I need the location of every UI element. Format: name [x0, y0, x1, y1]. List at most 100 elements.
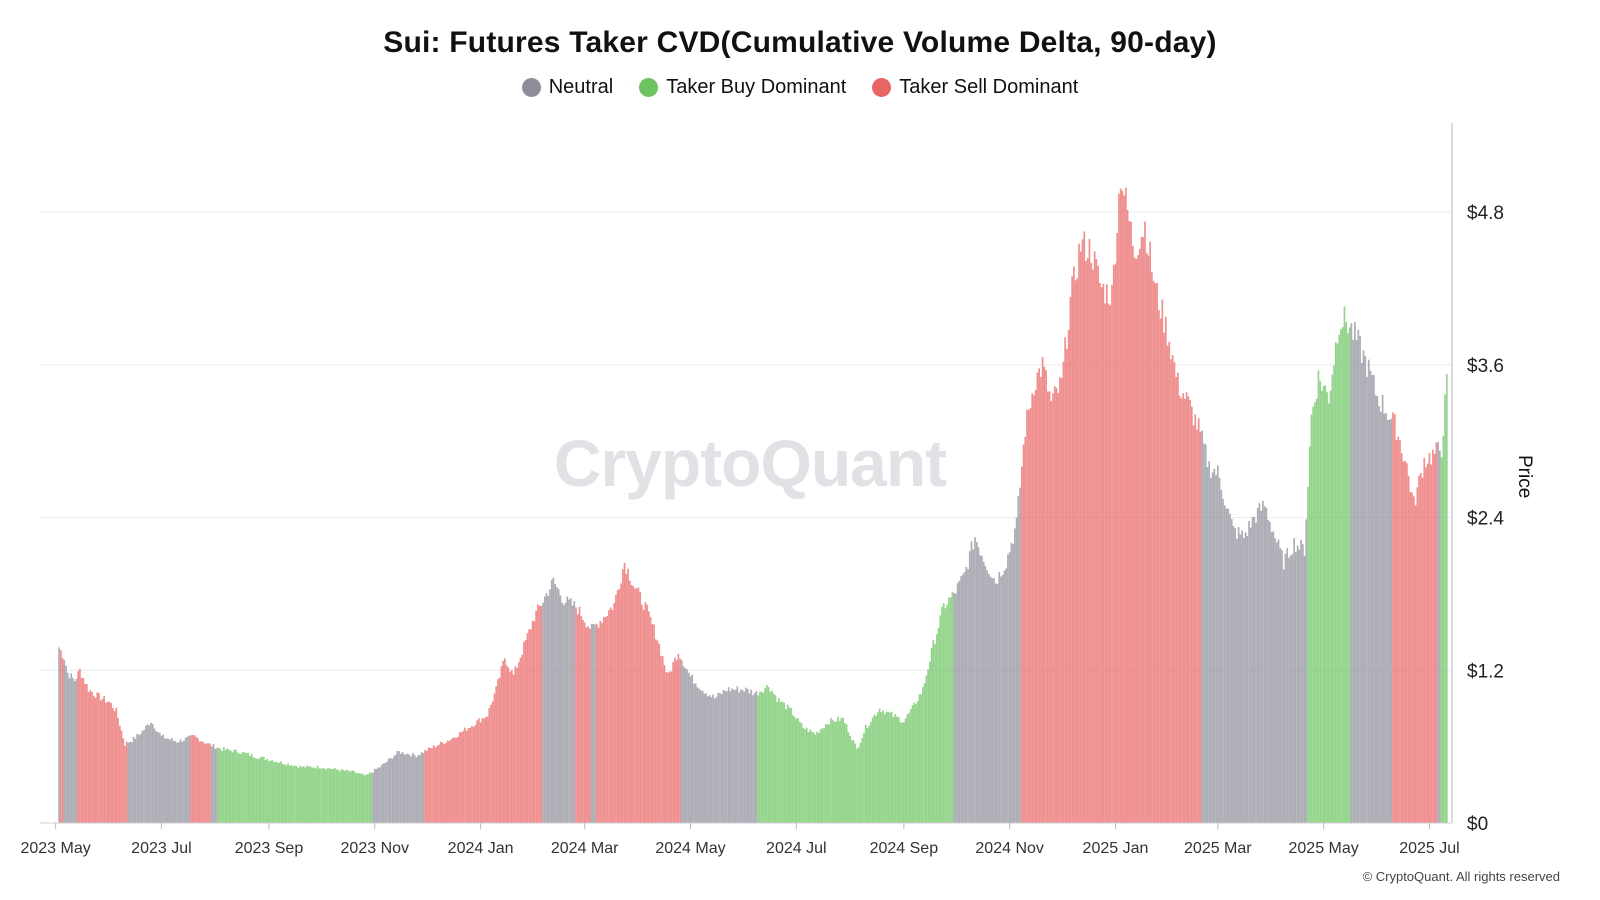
- price-bar: [252, 757, 255, 823]
- price-bar: [771, 690, 773, 823]
- price-bar: [1197, 418, 1200, 823]
- price-bar: [1022, 444, 1025, 823]
- price-bar: [653, 624, 655, 823]
- price-bar: [656, 640, 659, 823]
- x-tick-label: 2024 Jan: [448, 840, 514, 857]
- price-bar: [63, 660, 66, 823]
- price-bar: [602, 617, 605, 823]
- price-bar: [984, 566, 987, 823]
- price-bar: [687, 672, 690, 823]
- legend-item-taker-buy[interactable]: Taker Buy Dominant: [639, 76, 846, 99]
- price-bar: [592, 624, 595, 823]
- price-bar: [887, 711, 890, 823]
- price-bar: [833, 721, 836, 823]
- price-bar: [1024, 436, 1027, 823]
- price-bar: [464, 727, 466, 823]
- price-bar: [353, 770, 355, 823]
- price-bar: [1327, 403, 1330, 823]
- price-bar: [1378, 406, 1380, 823]
- price-bar: [1019, 487, 1021, 823]
- price-bar: [965, 567, 968, 823]
- price-bar: [587, 626, 589, 823]
- price-bar: [1038, 368, 1040, 823]
- price-bar: [1274, 538, 1276, 823]
- chart-title: Sui: Futures Taker CVD(Cumulative Volume…: [383, 26, 1217, 59]
- price-bar: [571, 605, 574, 823]
- price-bar: [628, 580, 631, 823]
- price-bar: [634, 588, 636, 823]
- price-bar: [644, 602, 647, 823]
- price-bar: [1107, 303, 1110, 823]
- price-bar: [1007, 554, 1009, 823]
- price-bar: [340, 769, 343, 823]
- price-bar: [812, 732, 815, 823]
- price-bar: [1071, 276, 1073, 823]
- price-bar: [1053, 386, 1056, 823]
- price-bar: [611, 609, 614, 823]
- price-bar: [901, 722, 903, 823]
- price-bar: [70, 673, 73, 823]
- price-bar: [1418, 475, 1420, 823]
- price-bar: [1189, 399, 1191, 823]
- price-bar: [948, 597, 950, 823]
- legend-item-neutral[interactable]: Neutral: [521, 76, 613, 99]
- price-bar: [875, 715, 877, 823]
- price-bar: [124, 745, 126, 823]
- price-bar: [96, 692, 99, 823]
- price-bar: [1362, 350, 1365, 823]
- price-bar: [1008, 552, 1011, 823]
- price-bar: [703, 693, 706, 823]
- price-bar: [1121, 190, 1124, 824]
- y-tick-label: $0: [1467, 814, 1488, 835]
- legend-item-taker-sell[interactable]: Taker Sell Dominant: [872, 76, 1078, 99]
- price-bar: [646, 604, 648, 823]
- price-bar: [1232, 526, 1235, 823]
- x-tick-label: 2024 Sep: [870, 840, 939, 857]
- price-bar: [896, 716, 898, 823]
- price-bar: [1383, 413, 1386, 823]
- price-bar: [106, 701, 109, 823]
- price-bar: [1236, 538, 1238, 823]
- price-bar: [1308, 446, 1311, 823]
- price-bar: [1249, 527, 1252, 823]
- price-bar: [408, 754, 411, 823]
- price-bar: [179, 739, 182, 823]
- price-bar: [1406, 463, 1408, 823]
- price-bar: [365, 774, 367, 823]
- price-bar: [935, 634, 938, 823]
- price-bar: [99, 700, 102, 823]
- price-bar: [554, 583, 557, 823]
- price-bar: [320, 768, 322, 823]
- price-bar: [1322, 385, 1325, 823]
- price-bar: [249, 755, 251, 823]
- price-bar: [122, 738, 125, 823]
- price-bar: [648, 611, 650, 823]
- price-bar: [1133, 257, 1136, 823]
- price-bar: [221, 751, 223, 823]
- price-bar: [883, 714, 886, 823]
- price-bar: [415, 757, 418, 823]
- price-bar: [1242, 538, 1245, 823]
- price-bar: [1312, 406, 1315, 823]
- price-bar: [478, 718, 480, 823]
- price-bar: [424, 750, 426, 823]
- price-bar: [955, 593, 957, 823]
- price-bar: [531, 620, 534, 823]
- price-bar: [772, 693, 775, 823]
- price-bar: [245, 753, 248, 823]
- price-bar: [1161, 299, 1164, 824]
- price-bar: [1029, 408, 1032, 823]
- price-bar: [517, 662, 520, 823]
- price-bar: [802, 728, 805, 823]
- price-bar: [108, 701, 111, 823]
- price-bar: [798, 721, 801, 823]
- price-bar: [268, 761, 270, 823]
- price-bar: [1204, 444, 1207, 823]
- price-bar: [327, 767, 329, 823]
- price-bar: [1045, 370, 1047, 823]
- price-bar: [160, 735, 163, 823]
- price-bar: [287, 763, 289, 823]
- price-bar: [915, 704, 917, 823]
- price-bar: [432, 745, 435, 823]
